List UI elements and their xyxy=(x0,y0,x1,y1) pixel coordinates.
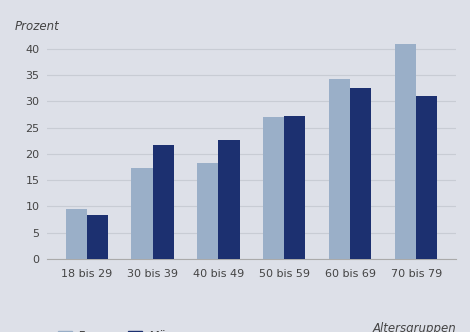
Bar xyxy=(66,209,86,259)
Bar xyxy=(132,168,153,259)
Legend: Frauen, Männer: Frauen, Männer xyxy=(53,325,197,332)
Bar xyxy=(395,44,416,259)
Bar xyxy=(329,79,350,259)
Bar xyxy=(197,163,219,259)
Bar xyxy=(284,116,306,259)
Bar xyxy=(153,145,174,259)
Bar xyxy=(263,117,284,259)
Text: Prozent: Prozent xyxy=(14,20,59,33)
Text: Altersgruppen: Altersgruppen xyxy=(372,322,456,332)
Bar xyxy=(86,215,108,259)
Bar xyxy=(416,96,437,259)
Bar xyxy=(219,140,240,259)
Bar xyxy=(350,88,371,259)
